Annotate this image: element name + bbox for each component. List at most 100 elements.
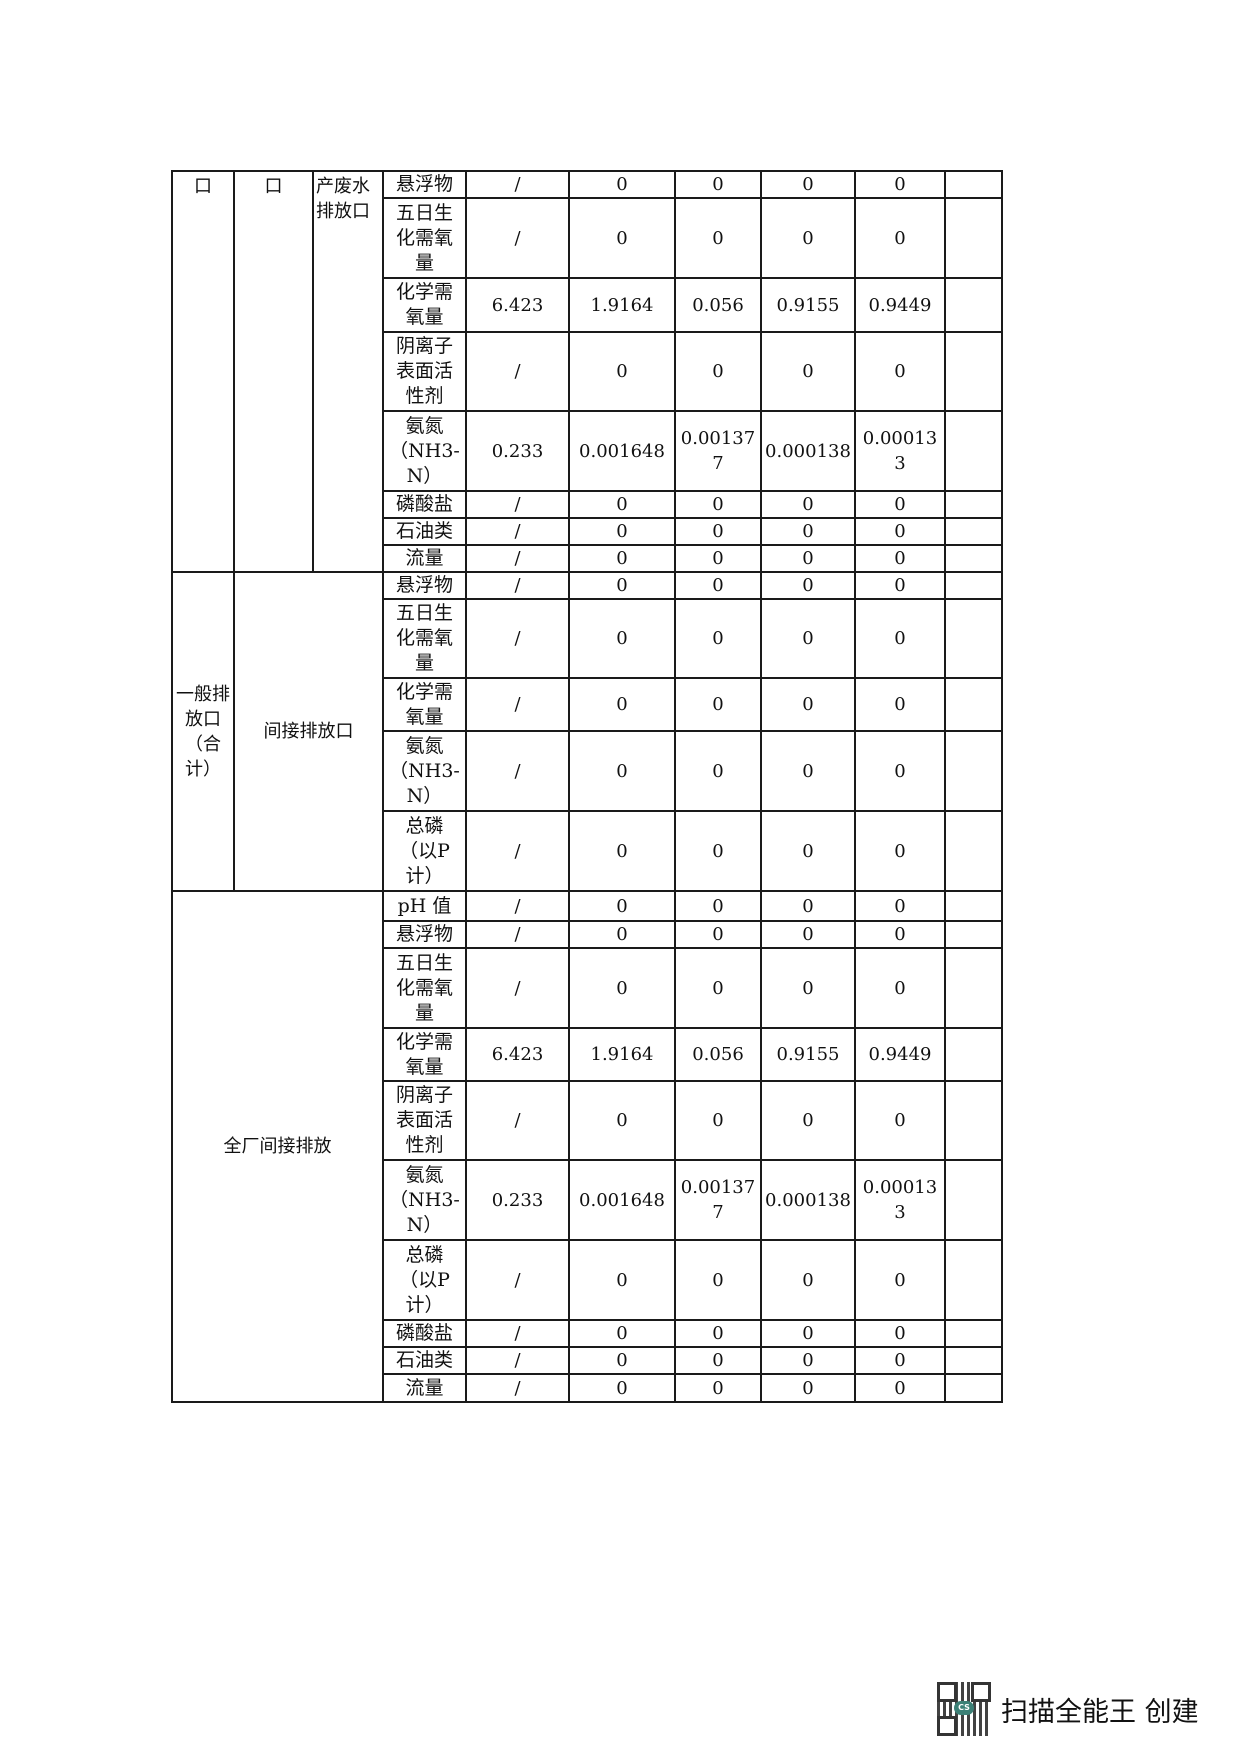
value-cell: 0.233 [465, 410, 570, 492]
value-cell: / [465, 1346, 570, 1375]
value-cell: 0.9155 [760, 1027, 856, 1082]
table-row: 阴离子表面活性剂/0 0 0 0 [172, 1080, 1003, 1161]
value-cell: 0 [674, 598, 762, 679]
value-cell: 0.9155 [760, 277, 856, 333]
pollutant-name: pH 值 [382, 890, 467, 922]
pollutant-name: 石油类 [382, 517, 467, 546]
value-cell: 0 [760, 810, 856, 892]
empty-cell [944, 1319, 1003, 1348]
value-cell: 0 [854, 544, 946, 573]
table-row: 化学需氧量 6.423 1.9164 0.056 0.9155 0.9449 [172, 1027, 1003, 1082]
value-cell: 0 [854, 571, 946, 600]
value-cell: 0 [674, 1239, 762, 1321]
value-cell: 0 [854, 490, 946, 519]
empty-cell [944, 947, 1003, 1029]
value-cell: / [465, 1080, 570, 1161]
empty-cell [944, 598, 1003, 679]
value-cell: 0 [854, 331, 946, 412]
value-cell: 0 [760, 170, 856, 199]
value-cell: 0 [760, 1346, 856, 1375]
value-cell: 0 [674, 890, 762, 922]
value-cell: 0 [568, 1239, 676, 1321]
value-cell: 0.000133 [854, 1159, 946, 1241]
table-row: 石油类/0 0 0 0 [172, 1346, 1003, 1375]
value-cell: 0 [674, 197, 762, 279]
value-cell: 0 [854, 170, 946, 199]
value-cell: 0 [760, 730, 856, 812]
value-cell: 0 [760, 598, 856, 679]
empty-cell [944, 1080, 1003, 1161]
value-cell: 0 [854, 810, 946, 892]
table-row: 五日生化需氧量/0 0 0 0 [172, 947, 1003, 1029]
table-row: 石油类/0 0 0 0 [172, 517, 1003, 546]
value-cell: 0.056 [674, 277, 762, 333]
table-row: 氨氮（NH3-N）/0 0 0 0 [172, 730, 1003, 812]
value-cell: 0 [674, 544, 762, 573]
group-label: 间接排放口 [233, 571, 384, 892]
table-row: 总磷（以P计）/0 0 0 0 [172, 1239, 1003, 1321]
value-cell: 0 [760, 490, 856, 519]
pollutant-name: 流量 [382, 1373, 467, 1403]
value-cell: 0 [854, 677, 946, 732]
value-cell: 0 [854, 598, 946, 679]
value-cell: 1.9164 [568, 1027, 676, 1082]
value-cell: 0 [854, 1239, 946, 1321]
table-row: 五日生化需氧量/0 0 0 0 [172, 197, 1003, 279]
value-cell: 0 [854, 730, 946, 812]
value-cell: 0 [854, 947, 946, 1029]
value-cell: 0 [854, 517, 946, 546]
empty-cell [944, 810, 1003, 892]
pollutant-name: 总磷（以P计） [382, 1239, 467, 1321]
value-cell: 1.9164 [568, 277, 676, 333]
scanner-watermark: CS 扫描全能王 创建 [937, 1682, 1199, 1736]
pollutant-name: 磷酸盐 [382, 490, 467, 519]
value-cell: 0.233 [465, 1159, 570, 1241]
value-cell: 6.423 [465, 1027, 570, 1082]
value-cell: 0 [674, 571, 762, 600]
empty-cell [944, 1346, 1003, 1375]
value-cell: 0.9449 [854, 1027, 946, 1082]
value-cell: 0 [674, 517, 762, 546]
empty-cell [944, 1239, 1003, 1321]
pollutant-name: 氨氮（NH3-N） [382, 730, 467, 812]
watermark-text: 扫描全能王 创建 [1001, 1696, 1199, 1728]
empty-cell [944, 730, 1003, 812]
table-row: 悬浮物/0 0 0 0 [172, 920, 1003, 949]
value-cell: / [465, 571, 570, 600]
empty-cell [944, 410, 1003, 492]
empty-cell [944, 920, 1003, 949]
empty-cell [944, 1027, 1003, 1082]
value-cell: 0 [568, 1319, 676, 1348]
value-cell: / [465, 544, 570, 573]
table-row: 阴离子表面活性剂/0 0 0 0 [172, 331, 1003, 412]
empty-cell [944, 170, 1003, 199]
empty-cell [944, 277, 1003, 333]
value-cell: 0 [674, 1080, 762, 1161]
value-cell: / [465, 730, 570, 812]
value-cell: 0.000133 [854, 410, 946, 492]
value-cell: 0 [854, 197, 946, 279]
pollutant-name: 悬浮物 [382, 571, 467, 600]
value-cell: 0 [674, 677, 762, 732]
camscanner-logo: CS [954, 1701, 974, 1715]
value-cell: 0 [674, 1319, 762, 1348]
value-cell: / [465, 598, 570, 679]
empty-cell [944, 197, 1003, 279]
value-cell: 0 [674, 490, 762, 519]
table-row: 流量/0 0 0 0 [172, 544, 1003, 573]
value-cell: 0 [674, 810, 762, 892]
pollutant-name: 石油类 [382, 1346, 467, 1375]
pollutant-name: 五日生化需氧量 [382, 197, 467, 279]
value-cell: 0 [760, 1239, 856, 1321]
value-cell: 0 [760, 331, 856, 412]
empty-cell [944, 890, 1003, 922]
value-cell: 0 [568, 517, 676, 546]
value-cell: 0 [568, 810, 676, 892]
value-cell: 0 [674, 331, 762, 412]
value-cell: 0 [568, 1080, 676, 1161]
empty-cell [944, 1373, 1003, 1403]
value-cell: / [465, 197, 570, 279]
table-row: 一般排放口（合计） 间接排放口 悬浮物/0 0 0 0 [171, 571, 1003, 892]
value-cell: 0 [568, 920, 676, 949]
value-cell: 0 [760, 1373, 856, 1403]
